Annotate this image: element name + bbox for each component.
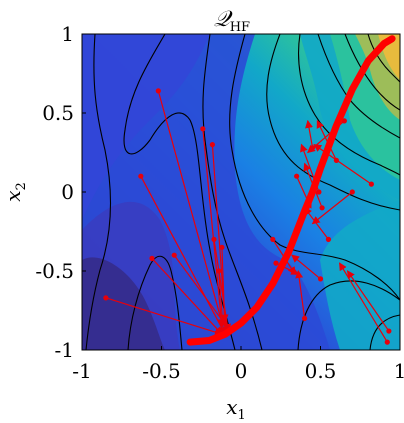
gradient-arrow [213,239,232,333]
arrow-start-point [138,173,144,179]
y-tick-label: -1 [55,338,74,362]
gradient-arrows [103,88,392,345]
x-tick-label: -0.5 [142,359,181,383]
arrow-start-point [302,315,308,321]
contour-line [266,34,400,211]
arrow-start-point [349,189,355,195]
gradient-arrow [140,175,226,336]
arrow-start-point [294,173,300,179]
gradient-arrow [305,119,314,148]
y-axis-label: x2 [1,182,29,202]
contour-line [85,34,111,350]
gradient-arrow [151,257,223,335]
contour-band [82,34,210,220]
chart-title: 𝒬HF [214,7,250,35]
arrow-start-point [384,339,390,345]
gradient-arrow [105,297,223,336]
contour-field [82,34,400,350]
arrow-start-point [209,142,215,148]
gradient-arrow [173,254,228,328]
arrow-start-point [386,328,392,334]
gradient-arrow [157,90,228,336]
gradient-arrow [316,119,337,161]
arrow-start-point [273,260,279,266]
arrow-start-point [171,252,177,258]
gradient-arrow [346,270,390,332]
contour-line [344,34,400,111]
y-axis-ticks: -1 -0.5 0 0.5 1 [35,22,86,362]
arrow-start-point [341,118,347,124]
arrow-start-point [270,236,276,242]
contour-line [202,34,263,350]
y-tick-label: 1 [61,22,74,46]
curve-line [186,35,396,346]
y-tick-label: -0.5 [35,259,74,283]
arrow-start-point [103,295,109,301]
y-axis-label-subscript: 2 [14,182,29,190]
chart-title-subscript: HF [230,20,250,35]
arrow-start-point [317,276,324,282]
arrow-start-point [149,255,155,261]
gradient-arrow [311,191,353,225]
arrow-start-point [155,88,161,94]
contour-line [297,280,400,350]
x-axis-label: x1 [226,395,246,423]
contour-line [127,255,183,350]
arrow-start-point [316,189,322,195]
arrow-start-point [211,236,217,242]
contour-line [123,34,236,350]
gradient-arrow [291,254,321,280]
y-tick-label: 0.5 [42,101,74,125]
contour-line [367,34,400,83]
gradient-arrow [218,270,227,336]
contour-line [298,34,400,176]
optimal-curve [186,35,396,346]
x-tick-label: 0 [235,359,248,383]
x-axis-ticks: -1 -0.5 0 0.5 1 [72,346,404,383]
arrow-start-point [319,205,325,211]
x-tick-label: 1 [394,359,404,383]
contour-lines [85,34,400,350]
x-axis-label-subscript: 1 [238,408,246,423]
arrow-start-point [219,244,225,250]
contour-line [369,314,400,350]
x-tick-label: 0.5 [305,359,337,383]
gradient-arrow [220,247,229,336]
arrow-start-point [200,126,206,132]
arrow-start-point [325,236,332,242]
gradient-arrow [202,128,226,328]
y-tick-label: 0 [61,180,74,204]
arrow-start-point [368,181,374,187]
arrow-start-point [216,268,222,274]
gradient-arrow [295,270,306,319]
x-tick-label: -1 [72,359,91,383]
